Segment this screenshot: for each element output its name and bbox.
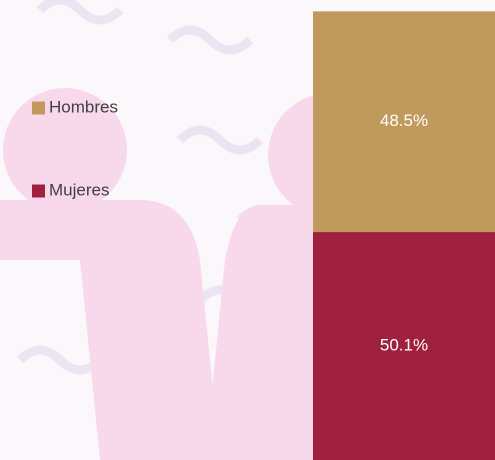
data-label: 48.5% <box>380 111 428 130</box>
chart: 50.1% 48.5% Hombres Mujeres <box>0 0 495 460</box>
legend-label: Mujeres <box>49 180 109 199</box>
page: 50.1%48.5%HombresMujeres (() => { const … <box>0 0 495 460</box>
data-label: 50.1% <box>380 336 428 355</box>
legend-swatch <box>32 102 45 115</box>
legend-swatch <box>32 185 45 198</box>
legend-label: Hombres <box>49 97 118 116</box>
